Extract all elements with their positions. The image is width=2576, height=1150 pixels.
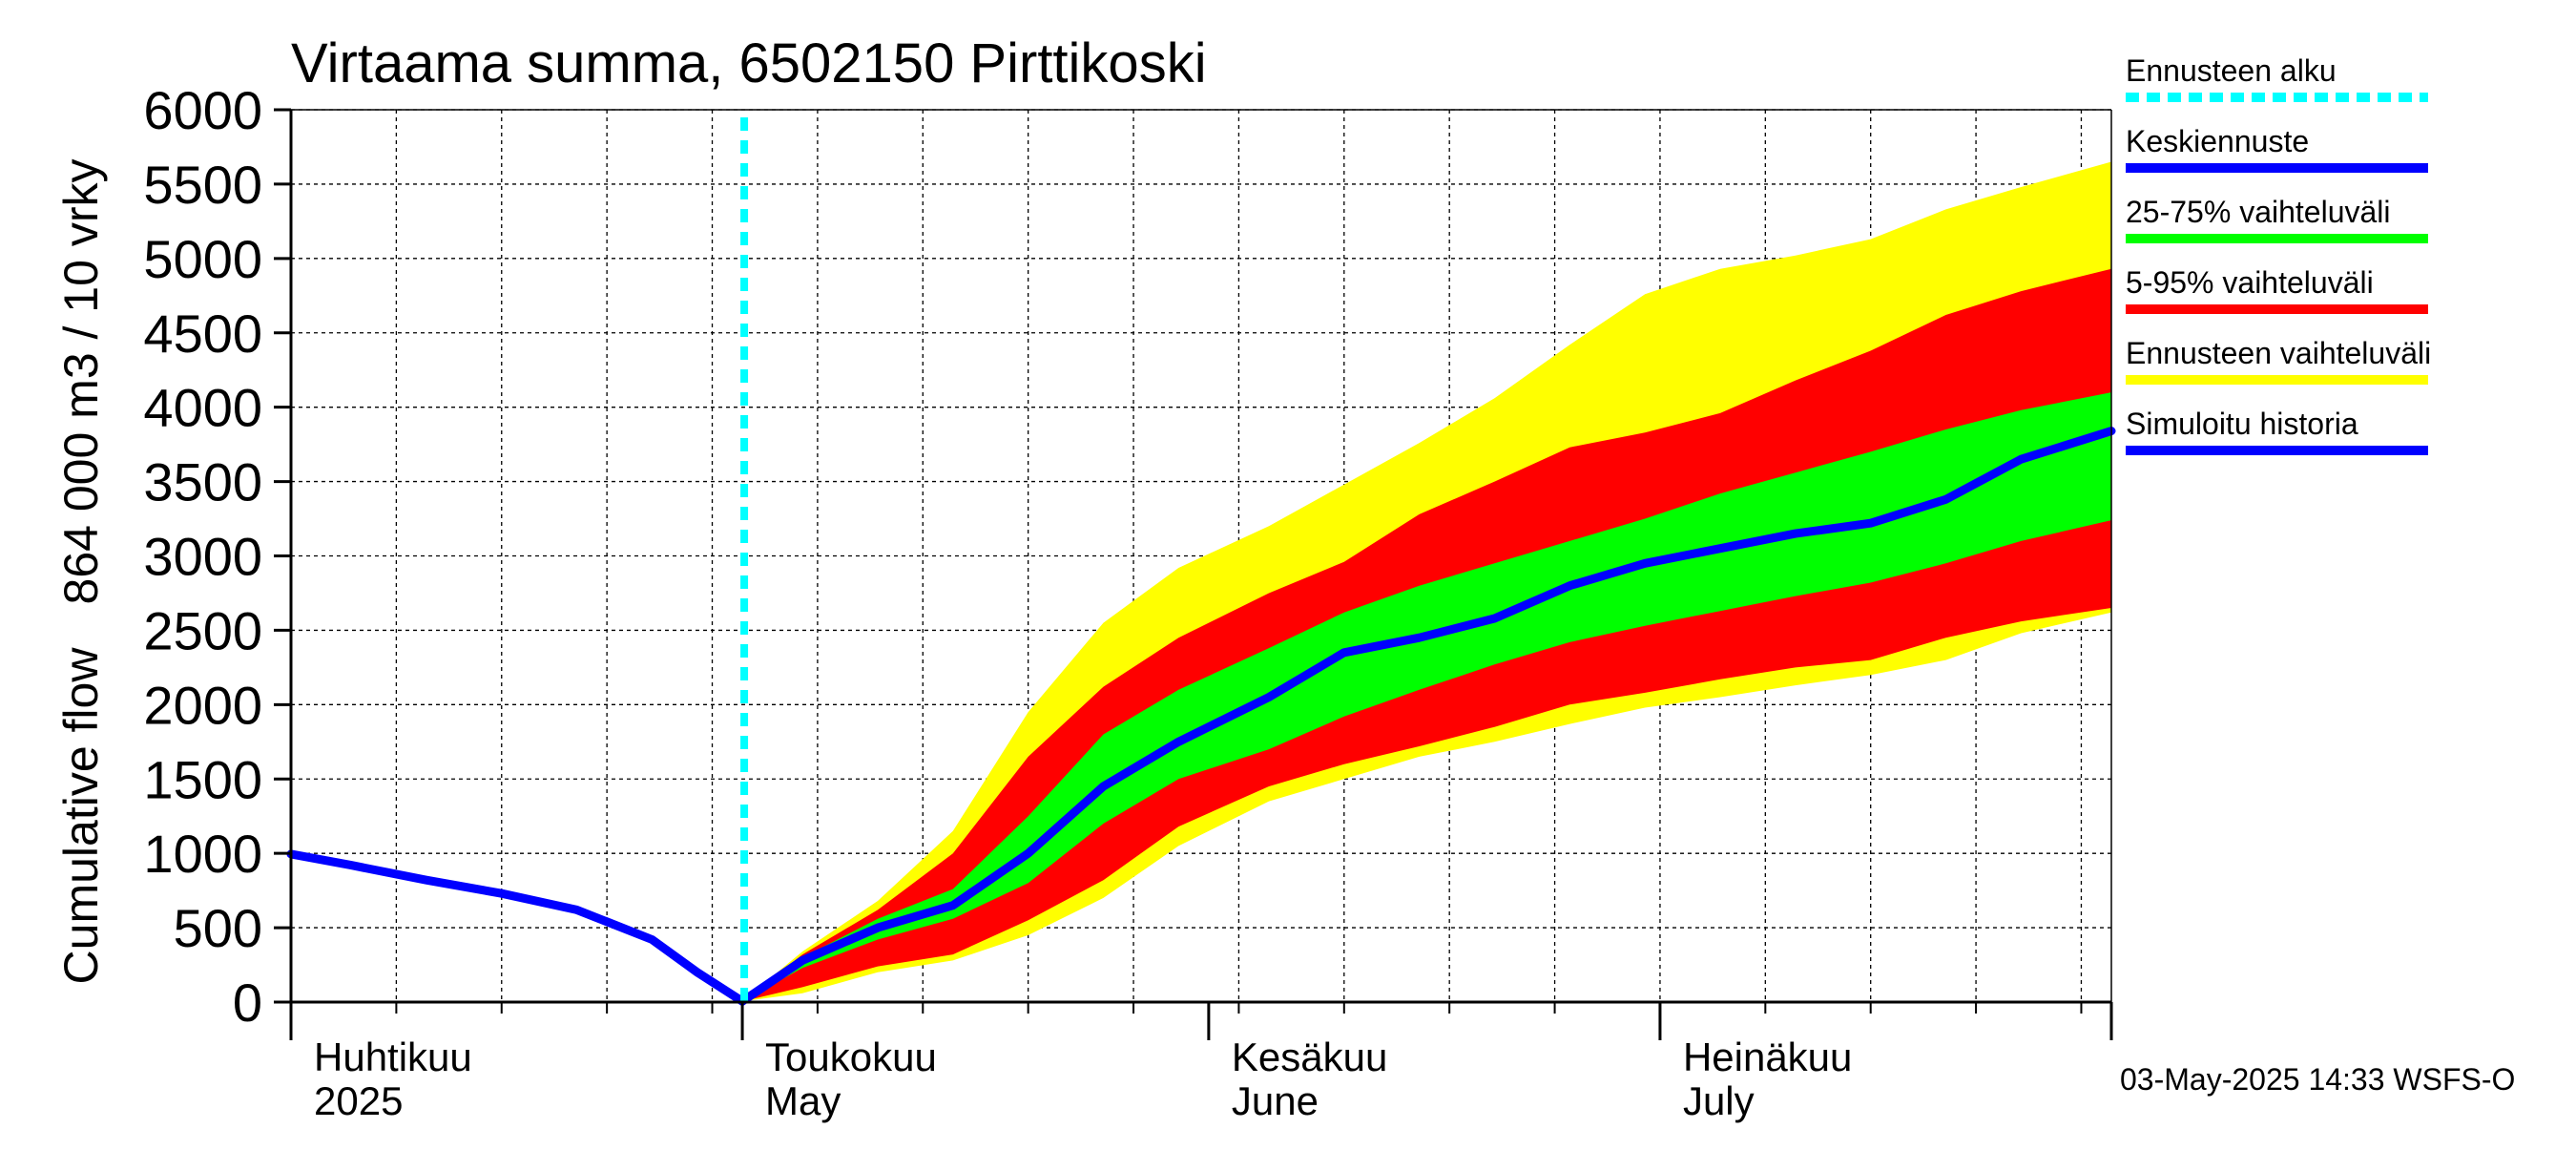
y-tick-label: 5500 bbox=[143, 155, 262, 215]
line-layer bbox=[286, 117, 2116, 1006]
x-month-label: Toukokuu bbox=[765, 1035, 937, 1079]
x-month-sublabel: 2025 bbox=[314, 1078, 403, 1123]
x-month-sublabel: July bbox=[1683, 1078, 1755, 1123]
y-tick-label: 5000 bbox=[143, 229, 262, 289]
y-tick-label: 3500 bbox=[143, 452, 262, 512]
x-month-sublabel: May bbox=[765, 1078, 841, 1123]
x-month-label: Kesäkuu bbox=[1232, 1035, 1387, 1079]
simulated-history-line bbox=[286, 849, 747, 1006]
axis-layer: 0 500 1000 1500 2000 2500 3000 3500 4000 4500 5000… bbox=[143, 80, 2113, 1123]
legend: Ennusteen alku Keskiennuste 25-75% vaihtel… bbox=[2126, 53, 2431, 455]
footer-timestamp: 03-May-2025 14:33 WSFS-O bbox=[2120, 1062, 2515, 1097]
y-axis-label-line2: 864 000 m3 / 10 vrky bbox=[54, 159, 108, 605]
y-axis-label-line1: Cumulative flow bbox=[54, 647, 108, 985]
y-tick-label: 4500 bbox=[143, 303, 262, 364]
y-tick-label: 1000 bbox=[143, 824, 262, 884]
legend-label: Simuloitu historia bbox=[2126, 407, 2358, 441]
x-month-label: Heinäkuu bbox=[1683, 1035, 1852, 1079]
y-tick-label: 0 bbox=[233, 972, 262, 1033]
y-tick-label: 3000 bbox=[143, 527, 262, 587]
mean-forecast-line bbox=[737, 427, 2116, 1006]
y-tick-label: 500 bbox=[174, 898, 262, 958]
y-tick-label: 4000 bbox=[143, 378, 262, 438]
y-tick-label: 2500 bbox=[143, 600, 262, 660]
x-month-label: Huhtikuu bbox=[314, 1035, 472, 1079]
legend-label: Ennusteen vaihteluväli bbox=[2126, 336, 2431, 370]
x-month-sublabel: June bbox=[1232, 1078, 1319, 1123]
p25-75-band bbox=[742, 392, 2111, 1002]
y-tick-label: 2000 bbox=[143, 675, 262, 735]
chart-title: Virtaama summa, 6502150 Pirttikoski bbox=[291, 32, 1207, 94]
y-tick-label: 1500 bbox=[143, 749, 262, 809]
legend-label: 25-75% vaihteluväli bbox=[2126, 195, 2391, 229]
legend-label: 5-95% vaihteluväli bbox=[2126, 265, 2374, 300]
legend-label: Ennusteen alku bbox=[2126, 53, 2337, 88]
legend-label: Keskiennuste bbox=[2126, 124, 2309, 158]
y-tick-label: 6000 bbox=[143, 80, 262, 140]
